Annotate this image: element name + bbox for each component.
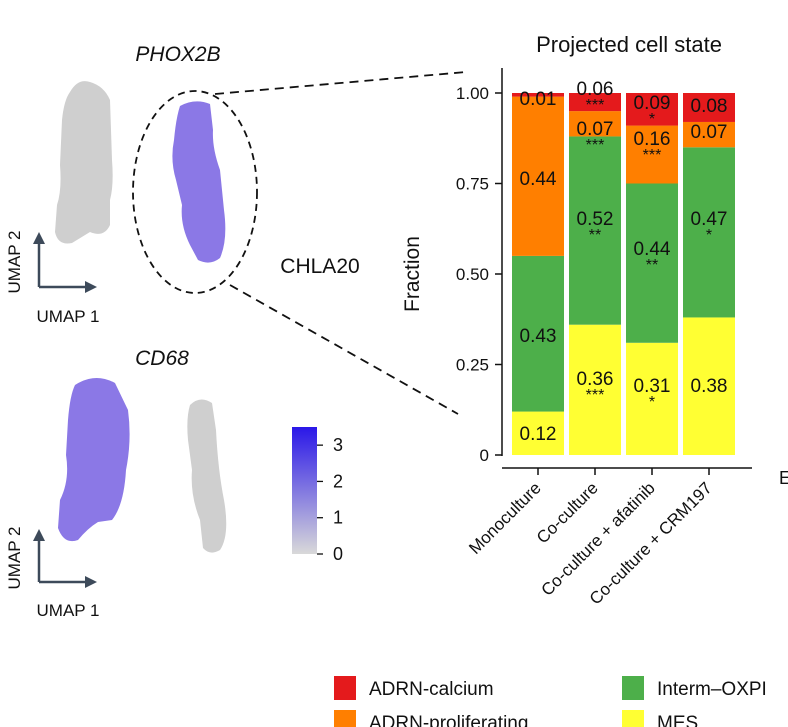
colorbar-ticks: 3 2 1 0 — [317, 435, 343, 564]
umap2-label-bottom: UMAP 2 — [5, 527, 24, 590]
umap-cluster-top-right — [172, 101, 226, 263]
bar-segment-mes — [569, 324, 621, 455]
chart-title: Projected cell state — [536, 32, 722, 57]
y-tick-label: 1.00 — [456, 84, 489, 103]
gene-label-phox2b: PHOX2B — [135, 43, 220, 66]
legend-swatch — [334, 710, 356, 727]
significance-stars: ** — [646, 257, 658, 274]
legend-label: ADRN-proliferating — [369, 713, 528, 727]
significance-stars: * — [649, 111, 655, 128]
legend-label: Interm–OXPI — [657, 679, 767, 700]
value-label: 0.16 — [634, 129, 671, 150]
value-label: 0.36 — [577, 369, 614, 390]
value-label: 0.08 — [691, 96, 728, 117]
bar-segment-mes — [512, 411, 564, 455]
value-label: 0.09 — [634, 93, 671, 114]
value-label: 0.06 — [577, 79, 614, 100]
colorbar-tick-label: 1 — [333, 508, 343, 528]
bar-segment-adrn-proliferating — [512, 96, 564, 256]
bar-segment-interm-oxphos — [512, 255, 564, 412]
significance-stars: *** — [643, 147, 662, 164]
y-tick-label: 0.75 — [456, 175, 489, 194]
significance-stars: ** — [589, 227, 601, 244]
bar-segment-adrn-proliferating — [569, 111, 621, 137]
value-label: 0.52 — [577, 209, 614, 230]
umap-axes-bottom — [33, 529, 97, 588]
significance-stars: * — [706, 227, 712, 244]
edge-letter: E — [779, 468, 788, 488]
significance-stars: *** — [586, 97, 605, 114]
colorbar — [292, 427, 317, 554]
value-label: 0.47 — [691, 209, 728, 230]
y-axis-label: Fraction — [401, 236, 424, 312]
y-tick-label: 0.50 — [456, 265, 489, 284]
colorbar-tick-label: 3 — [333, 435, 343, 455]
value-label: 0.44 — [520, 169, 557, 190]
zoom-line-top — [214, 71, 467, 95]
bar-segment-interm-oxphos — [626, 183, 678, 343]
bar-segment-adrn-calcium — [683, 93, 735, 122]
cell-line-label: CHLA20 — [280, 255, 359, 278]
colorbar-tick-label: 2 — [333, 471, 343, 491]
bar-segment-mes — [683, 317, 735, 455]
umap-axes-top — [33, 232, 97, 293]
y-tick-label: 0 — [480, 446, 489, 465]
significance-stars: * — [649, 394, 655, 411]
umap-cluster-bottom-left — [58, 377, 130, 542]
value-label: 0.07 — [691, 122, 728, 143]
umap-cluster-top-left — [55, 81, 113, 244]
legend-label: MES — [657, 713, 698, 727]
bar-segment-adrn-calcium — [626, 93, 678, 126]
x-tick-label: Monoculture — [465, 478, 545, 558]
umap2-label-top: UMAP 2 — [5, 231, 24, 294]
bar-segment-interm-oxphos — [569, 136, 621, 325]
value-label: 0.12 — [520, 424, 557, 445]
value-label: 0.01 — [520, 89, 557, 110]
umap-cluster-bottom-right — [187, 399, 227, 553]
bar-segment-adrn-calcium — [569, 93, 621, 112]
gene-label-cd68: CD68 — [135, 347, 189, 370]
value-label: 0.38 — [691, 376, 728, 397]
umap1-label-bottom: UMAP 1 — [37, 601, 100, 620]
bar-chart: 00.250.500.751.000.120.430.440.010.36***… — [456, 68, 752, 608]
legend-swatch — [334, 676, 356, 700]
value-label: 0.31 — [634, 376, 671, 397]
cluster-ellipse — [132, 90, 258, 294]
y-tick-label: 0.25 — [456, 356, 489, 375]
value-label: 0.07 — [577, 119, 614, 140]
bar-segment-adrn-calcium — [512, 93, 564, 97]
zoom-line-bottom — [229, 284, 459, 415]
value-label: 0.44 — [634, 239, 671, 260]
legend-label: ADRN-calcium — [369, 679, 494, 700]
significance-stars: *** — [586, 137, 605, 154]
colorbar-tick-label: 0 — [333, 544, 343, 564]
bar-segment-mes — [626, 342, 678, 455]
umap1-label-top: UMAP 1 — [37, 307, 100, 326]
significance-stars: *** — [586, 387, 605, 404]
legend-swatch — [622, 710, 644, 727]
bar-segment-interm-oxphos — [683, 147, 735, 318]
bar-segment-adrn-proliferating — [683, 121, 735, 148]
value-label: 0.43 — [520, 326, 557, 347]
bar-segment-adrn-proliferating — [626, 125, 678, 184]
legend: ADRN-calcium Interm–OXPI ADRN-proliferatin… — [334, 676, 767, 727]
legend-swatch — [622, 676, 644, 700]
